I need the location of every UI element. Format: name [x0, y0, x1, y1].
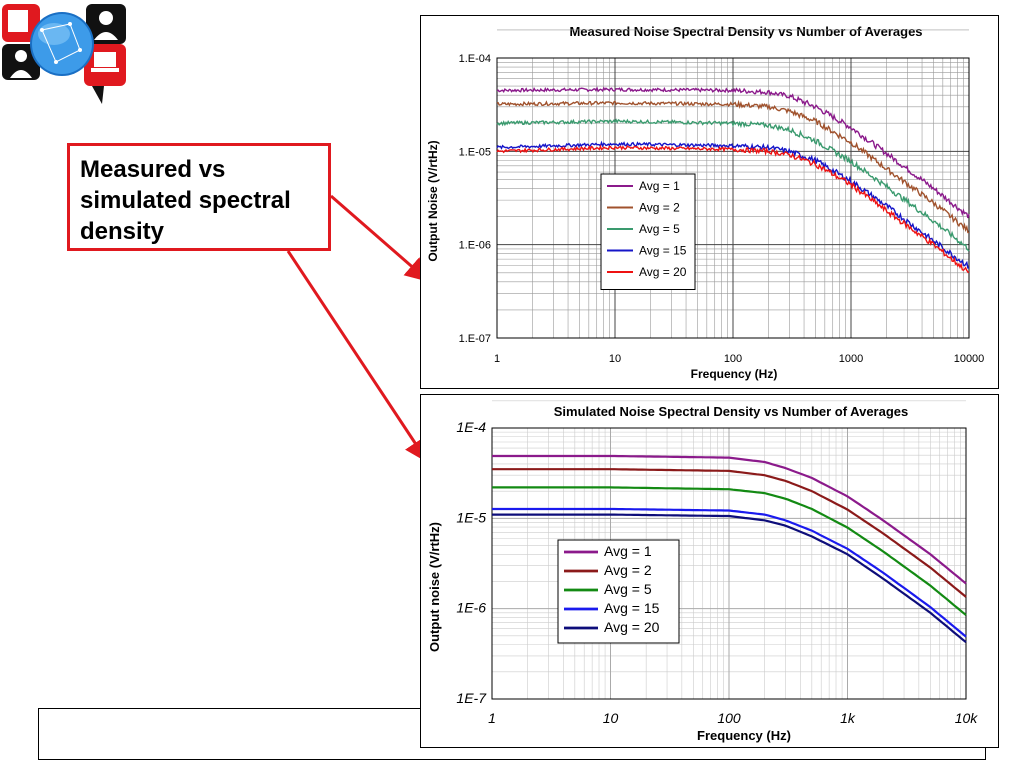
y-tick-label: 1E-5: [456, 509, 486, 525]
y-tick-label: 1.E-07: [459, 333, 491, 345]
legend-label: Avg = 20: [639, 265, 687, 279]
series-line: [492, 507, 967, 638]
legend: [600, 173, 696, 290]
y-axis-label: Output noise (V/rtHz): [427, 522, 442, 652]
legend-label: Avg = 2: [639, 201, 680, 215]
simulated-chart-panel: Simulated Noise Spectral Density vs Numb…: [420, 341, 999, 748]
x-tick-label: 100: [724, 353, 742, 365]
y-tick-label: 1E-7: [456, 690, 487, 706]
legend-label: Avg = 15: [639, 244, 687, 258]
plot-area: [496, 57, 970, 339]
series-line: [496, 99, 970, 234]
series-line: [496, 144, 970, 273]
chart-title: Simulated Noise Spectral Density vs Numb…: [554, 404, 909, 419]
y-tick-label: 1.E-04: [459, 53, 491, 65]
legend-label: Avg = 5: [639, 222, 680, 236]
x-tick-label: 1: [494, 353, 500, 365]
callout-text: Measured vs simulated spectral density: [80, 156, 291, 245]
simulated-noise-chart: Simulated Noise Spectral Density vs Numb…: [427, 341, 979, 743]
measured-chart-panel: Measured Noise Spectral Density vs Numbe…: [420, 1, 999, 389]
x-tick-label: 100: [717, 710, 741, 726]
y-axis-label: Output Noise (V/rtHz): [426, 140, 440, 261]
legend-label: Avg = 2: [604, 562, 652, 578]
x-tick-label: 1k: [840, 710, 856, 726]
x-tick-label: 10: [603, 710, 619, 726]
y-tick-label: 1E-4: [456, 419, 486, 435]
network-people-globe-icon: [2, 4, 126, 104]
measured-noise-chart: Measured Noise Spectral Density vs Numbe…: [426, 1, 985, 381]
x-axis-label: Frequency (Hz): [691, 367, 778, 381]
legend: [557, 539, 680, 644]
x-tick-label: 1: [488, 710, 496, 726]
legend-label: Avg = 5: [604, 581, 652, 597]
x-tick-label: 10: [609, 353, 621, 365]
y-tick-label: 1.E-06: [459, 240, 491, 252]
y-tick-label: 1E-6: [456, 600, 486, 616]
y-tick-label: 1.E-05: [459, 146, 491, 158]
series-line: [496, 86, 970, 219]
legend-label: Avg = 1: [604, 543, 652, 559]
legend-label: Avg = 15: [604, 600, 660, 616]
x-axis-label: Frequency (Hz): [697, 728, 791, 743]
arrow-to-measured: [330, 194, 430, 282]
series-line: [492, 513, 967, 644]
x-tick-label: 10000: [954, 353, 985, 365]
arrow-to-simulated: [286, 250, 429, 464]
series-line: [496, 118, 970, 252]
x-tick-label: 10k: [955, 710, 979, 726]
callout-box: Measured vs simulated spectral density: [67, 143, 331, 251]
plot-area: [491, 427, 967, 700]
series-line: [492, 468, 967, 598]
x-tick-label: 1000: [839, 353, 863, 365]
chart-title: Measured Noise Spectral Density vs Numbe…: [569, 24, 922, 39]
series-line: [496, 140, 969, 269]
series-line: [492, 486, 967, 616]
legend-label: Avg = 1: [639, 179, 680, 193]
series-line: [492, 454, 967, 585]
legend-label: Avg = 20: [604, 619, 660, 635]
